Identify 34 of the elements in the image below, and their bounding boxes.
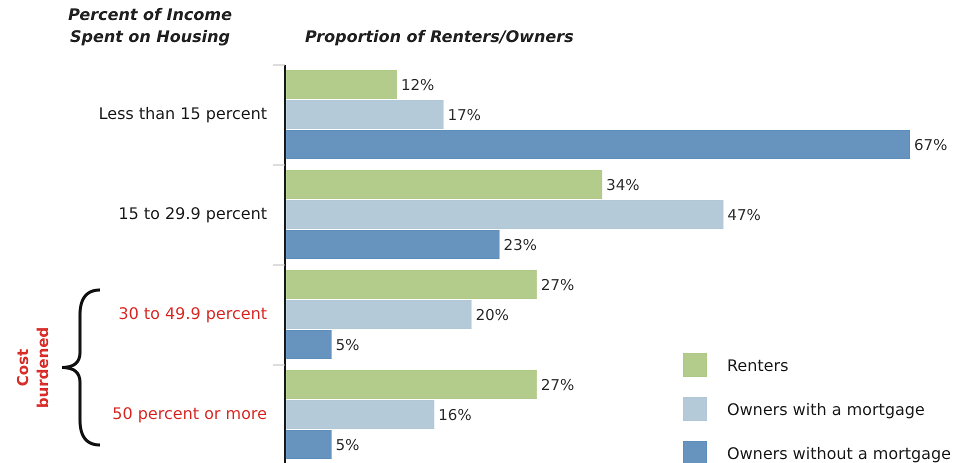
bar bbox=[285, 300, 472, 329]
data-label: 27% bbox=[540, 276, 574, 294]
bar bbox=[285, 100, 444, 129]
y-axis-title: Percent of Income Spent on Housing bbox=[68, 5, 232, 46]
data-label: 5% bbox=[336, 336, 360, 354]
data-label: 47% bbox=[727, 206, 761, 224]
data-label: 23% bbox=[504, 236, 537, 254]
y-tick-label: 30 to 49.9 percent bbox=[118, 304, 267, 323]
bar bbox=[285, 130, 910, 159]
data-label: 27% bbox=[540, 376, 574, 394]
y-tick-label: Less than 15 percent bbox=[98, 104, 267, 123]
bar bbox=[285, 330, 332, 359]
data-label: 67% bbox=[914, 136, 948, 154]
bar bbox=[285, 230, 500, 259]
legend-label: Renters bbox=[727, 356, 788, 375]
bar bbox=[285, 270, 537, 299]
bar bbox=[285, 400, 434, 429]
bar bbox=[285, 200, 724, 229]
data-label: 17% bbox=[448, 106, 481, 124]
data-label: 16% bbox=[438, 406, 472, 424]
legend-label: Owners without a mortgage bbox=[727, 444, 951, 463]
y-tick-label: 50 percent or more bbox=[112, 404, 267, 423]
data-label: 34% bbox=[606, 176, 640, 194]
bar bbox=[285, 370, 537, 399]
data-label: 12% bbox=[400, 76, 434, 94]
bar bbox=[285, 430, 332, 459]
bar bbox=[285, 170, 602, 199]
x-axis-title: Proportion of Renters/Owners bbox=[305, 27, 574, 46]
bar bbox=[285, 70, 397, 99]
legend-label: Owners with a mortgage bbox=[727, 400, 925, 419]
text: Cost burdened bbox=[14, 326, 52, 408]
data-label: 20% bbox=[476, 306, 509, 324]
data-label: 5% bbox=[336, 436, 360, 454]
y-tick-label: 15 to 29.9 percent bbox=[118, 204, 267, 223]
